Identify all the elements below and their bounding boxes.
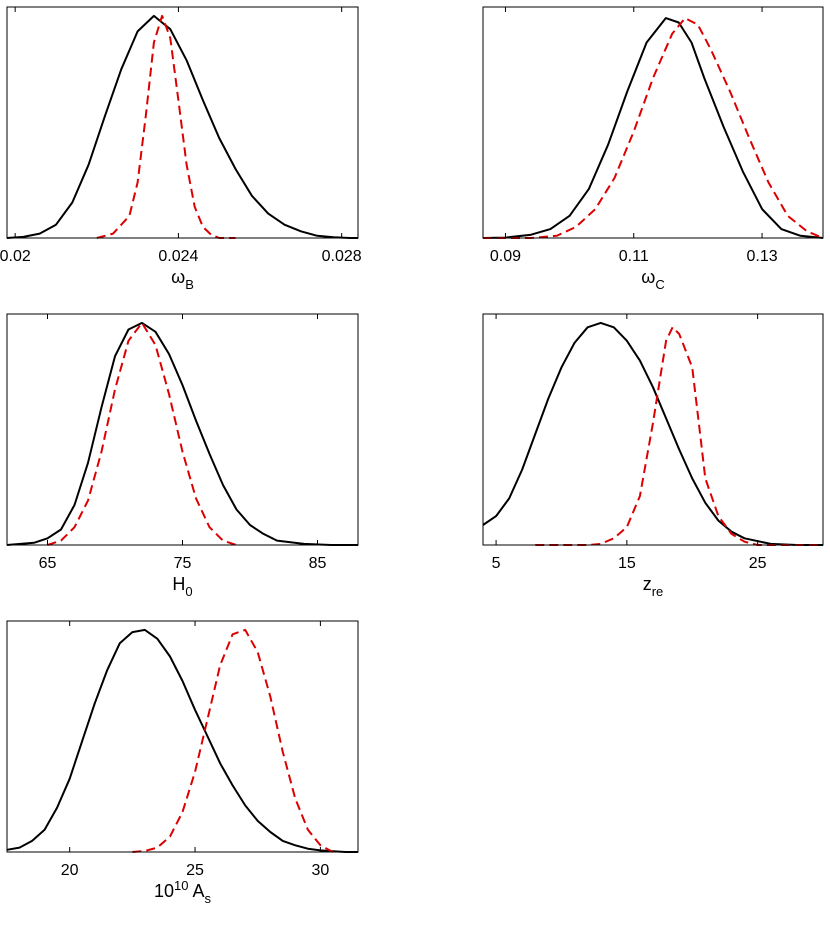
red-dashed-series: [132, 628, 334, 853]
x-tick-label: 20: [61, 862, 79, 879]
x-tick-label: 0.028: [322, 248, 362, 265]
plot-frame: [482, 313, 824, 546]
panel-z-re: 5 15 25 zre: [482, 313, 824, 599]
x-tick-label: 0.13: [746, 248, 777, 265]
x-axis-label: ωC: [641, 267, 664, 292]
x-axis-label: H0: [172, 574, 192, 599]
x-axis-label-sub: re: [652, 584, 664, 599]
x-axis-label-sub: 0: [185, 584, 192, 599]
panel-omega-b: 0.02 0.024 0.028 ωB: [0, 6, 362, 292]
red-dashed-series: [96, 14, 236, 239]
x-tick-label: 0.11: [619, 248, 649, 265]
x-axis-label-sub: B: [185, 277, 194, 292]
panel-omega-c: 0.09 0.11 0.13 ωC: [482, 6, 824, 292]
x-tick-label: 25: [749, 555, 767, 572]
x-axis-label: zre: [643, 574, 664, 599]
x-axis-label-main: z: [643, 574, 652, 594]
x-axis-label: 1010 As: [154, 878, 212, 906]
x-axis-label-sup: 10: [174, 878, 188, 893]
x-axis-label-main: ω: [641, 267, 655, 287]
x-axis-label-sub: s: [205, 891, 212, 906]
plot-frame: [6, 620, 359, 853]
x-tick-label: 0.09: [490, 248, 521, 265]
x-tick-label: 0.024: [158, 248, 198, 265]
x-tick-label: 15: [618, 555, 636, 572]
red-dashed-series: [483, 17, 824, 239]
x-tick-label: 30: [311, 862, 329, 879]
x-tick-label: 85: [309, 555, 327, 572]
x-axis-label-main: ω: [171, 267, 185, 287]
panel-as: 20 25 30 1010 As: [6, 620, 359, 906]
black-solid-series: [482, 17, 824, 239]
black-solid-series: [6, 321, 358, 546]
x-axis-label: ωB: [171, 267, 194, 292]
x-axis-label-main: H: [172, 574, 185, 594]
panel-h0: 65 75 85 H0: [6, 313, 359, 599]
x-tick-label: 75: [174, 555, 192, 572]
x-axis-label-mid: A: [188, 881, 204, 901]
x-axis-label-sub: C: [655, 277, 664, 292]
plot-frame: [6, 313, 359, 546]
black-solid-series: [6, 14, 358, 239]
red-dashed-series: [535, 326, 823, 546]
black-solid-series: [6, 628, 358, 853]
black-solid-series: [482, 321, 823, 546]
x-tick-label: 65: [39, 555, 57, 572]
red-dashed-series: [47, 321, 237, 546]
plot-frame: [6, 6, 359, 239]
x-tick-label: 5: [492, 555, 501, 572]
x-tick-label: 0.02: [0, 248, 31, 265]
x-tick-label: 25: [186, 862, 204, 879]
plot-frame: [482, 6, 824, 239]
x-axis-label-main: 10: [154, 881, 174, 901]
